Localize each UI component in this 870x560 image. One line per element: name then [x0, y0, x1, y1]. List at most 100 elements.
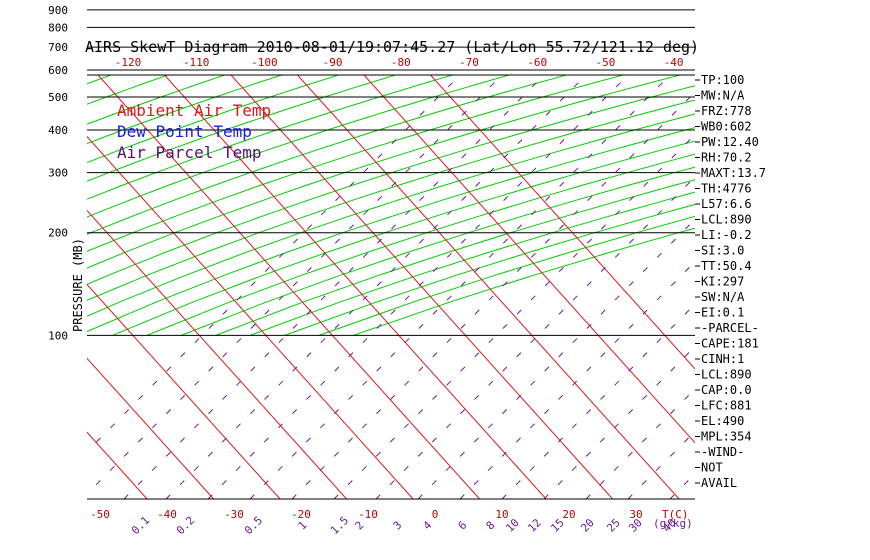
series-line: [0, 2, 19, 336]
isotherm: [164, 75, 547, 499]
mixing-ratio-line: [501, 303, 695, 499]
cape-hatch: [0, 23, 15, 29]
isotherm: [430, 75, 695, 370]
cape-hatch: [0, 15, 26, 21]
bottom-temp-tick-label: -10: [358, 508, 378, 521]
index-value: TH:4776: [701, 182, 752, 196]
dry-adiabat: [215, 179, 695, 336]
mixing-ratio-tick-label: 20: [578, 516, 597, 535]
cape-hatch: [0, 26, 9, 32]
legend-entry: Air Parcel Temp: [117, 143, 262, 162]
dry-adiabat: [87, 75, 398, 182]
cape-hatch: [0, 30, 3, 36]
isotherm: [0, 75, 14, 499]
index-value: CAPE:181: [701, 337, 759, 351]
pressure-tick-label: 700: [48, 41, 68, 54]
index-value: LCL:890: [701, 368, 752, 382]
y-axis-label: PRESSURE (MB): [71, 238, 85, 332]
mixing-ratio-tick-label: 0.1: [129, 514, 152, 537]
cape-hatch: [8, 12, 33, 18]
pressure-tick-label: 800: [48, 21, 68, 34]
index-value: CINH:1: [701, 352, 744, 366]
dry-adiabat: [87, 99, 695, 301]
series-line: [0, 2, 52, 336]
top-temp-tick-label: -80: [391, 56, 411, 69]
index-value: EL:490: [701, 414, 744, 428]
cape-hatch: [12, 10, 36, 16]
mixing-ratio-tick-label: 12: [525, 516, 544, 535]
pressure-tick-label: 900: [48, 4, 68, 17]
isotherm: [87, 135, 414, 499]
index-value: EI:0.1: [701, 306, 744, 320]
top-temp-tick-label: -90: [323, 56, 343, 69]
top-temp-tick-label: -40: [664, 56, 684, 69]
mixing-ratio-tick-label: 3: [391, 519, 405, 533]
cape-hatch: [0, 17, 24, 23]
bottom-temp-tick-label: -20: [291, 508, 311, 521]
dry-adiabat: [87, 75, 626, 252]
dry-adiabat: [87, 75, 227, 125]
index-value: CAP:0.0: [701, 383, 752, 397]
top-temp-tick-label: -50: [595, 56, 615, 69]
index-value: PW:12.40: [701, 135, 759, 149]
bottom-temp-tick-label: 10: [495, 508, 508, 521]
index-value: KI:297: [701, 275, 744, 289]
moist-adiabat: [0, 0, 19, 233]
pressure-tick-labels: 100 200 300 400 500 600 700 800 900 1000: [42, 0, 69, 342]
index-value: SI:3.0: [701, 244, 744, 258]
cape-hatch: [0, 19, 21, 25]
bottom-temp-unit: T(C): [662, 508, 689, 521]
isotherm: [297, 75, 680, 499]
mixing-ratio-line: [459, 261, 695, 499]
mixing-ratio-tick-label: 6: [456, 519, 470, 533]
dry-adiabat: [249, 191, 695, 336]
mixing-ratio-line: [669, 473, 695, 499]
bottom-temp-tick-label: -50: [90, 508, 110, 521]
top-temp-tick-label: -100: [251, 56, 278, 69]
index-value: TP:100: [701, 73, 744, 87]
dry-adiabat: [87, 75, 455, 200]
dry-adiabat: [87, 127, 695, 333]
index-value: AVAIL: [701, 476, 737, 490]
index-value: -PARCEL-: [701, 321, 759, 335]
cape-hatch: [0, 24, 12, 30]
dry-adiabat: [87, 75, 683, 269]
moist-adiabat: [0, 0, 52, 233]
index-value: MPL:354: [701, 430, 752, 444]
isotherm: [230, 75, 613, 499]
top-temp-tick-label: -70: [459, 56, 479, 69]
mixing-ratio-tick-label: 25: [604, 516, 623, 535]
bottom-temp-tick-label: -30: [224, 508, 244, 521]
pressure-tick-label: 1000: [42, 0, 69, 1]
mixing-ratio-tick-label: 1.5: [328, 514, 351, 537]
dry-adiabat: [87, 75, 341, 164]
bottom-temp-tick-label: 20: [562, 508, 575, 521]
mixing-ratio-tick-label: 0.2: [174, 514, 197, 537]
dry-adiabat: [0, 0, 45, 335]
pressure-tick-label: 400: [48, 124, 68, 137]
dry-adiabat: [87, 75, 284, 145]
top-temp-tick-label: -60: [527, 56, 547, 69]
pressure-tick-label: 500: [48, 91, 68, 104]
index-value: NOT: [701, 461, 723, 475]
index-value: TT:50.4: [701, 259, 752, 273]
index-value: -WIND-: [701, 445, 744, 459]
index-value: LI:-0.2: [701, 228, 752, 242]
index-value: MW:N/A: [701, 89, 745, 103]
series-line: [0, 2, 46, 336]
cape-hatch: [0, 28, 6, 34]
isobar-lines: [87, 9, 695, 500]
dry-adiabat: [87, 75, 113, 85]
index-value: MAXT:13.7: [701, 166, 766, 180]
moist-adiabat: [0, 0, 119, 233]
cape-hatch: [16, 9, 40, 15]
dry-adiabat: [87, 75, 569, 235]
mixing-ratio-line: [0, 0, 23, 75]
index-value: WB0:602: [701, 120, 752, 134]
top-temp-tick-label: -110: [183, 56, 210, 69]
bottom-temp-tick-label: 0: [432, 508, 439, 521]
mixing-ratio-tick-label: 0.5: [242, 514, 265, 537]
cape-hatch: [0, 21, 18, 27]
